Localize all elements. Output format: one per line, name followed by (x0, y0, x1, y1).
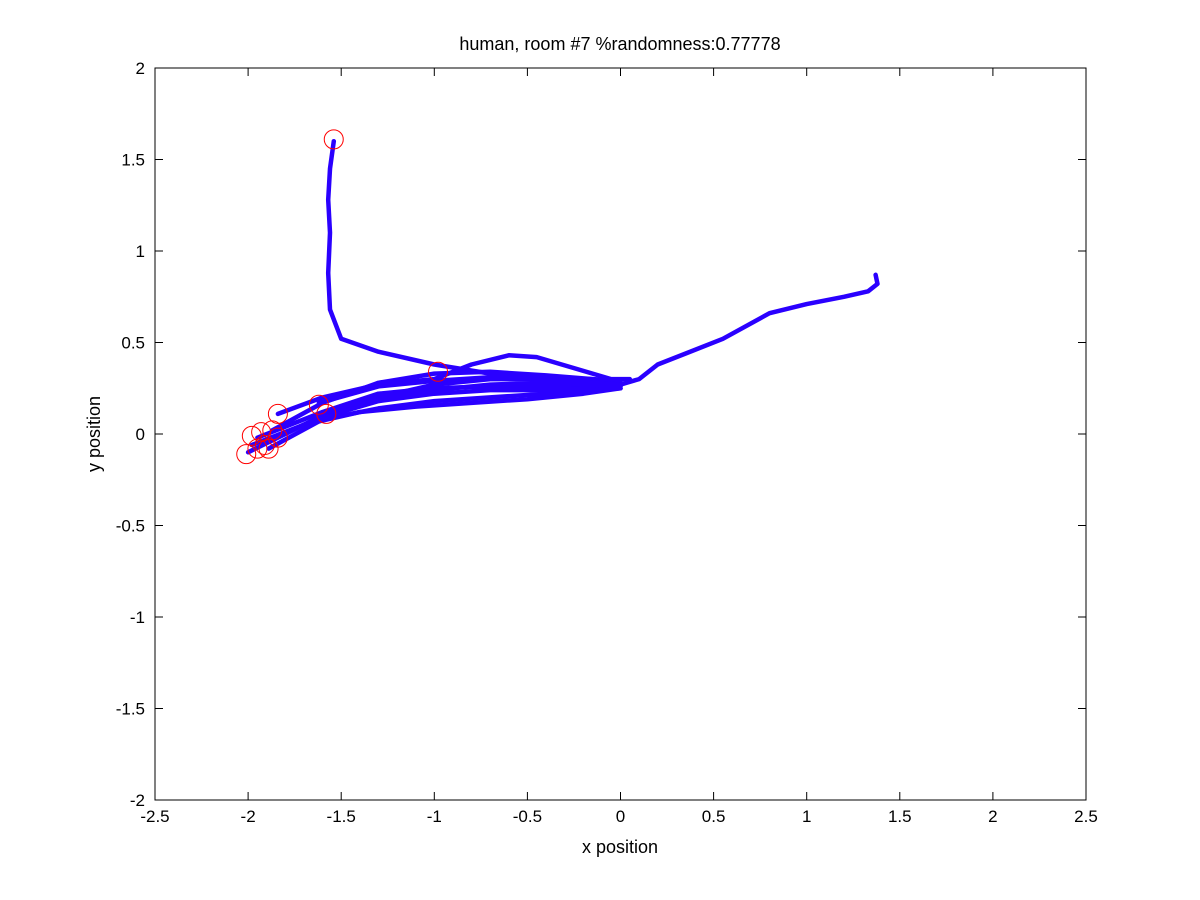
chart-title: human, room #7 %randomness:0.77778 (459, 34, 780, 54)
start-marker (267, 403, 288, 424)
x-tick-label: 1 (802, 807, 811, 826)
x-axis-label: x position (582, 837, 658, 857)
x-tick-label: 2.5 (1074, 807, 1098, 826)
start-marker (247, 438, 268, 459)
x-tick-label: -0.5 (513, 807, 542, 826)
y-tick-label: 1 (136, 242, 145, 261)
start-marker (236, 444, 257, 465)
start-marker (251, 422, 272, 443)
trajectory-series (245, 138, 880, 455)
start-marker (258, 438, 279, 459)
trajectory-line (618, 272, 880, 387)
y-tick-label: -1.5 (116, 700, 145, 719)
y-tick-label: 0 (136, 425, 145, 444)
axis-ticks: -2.5 -2 -1.5 -1 -0.5 0 0.5 1 1.5 2 2.5-2-1.5-1-0.5… (116, 59, 1098, 826)
plot-area (154, 67, 1087, 801)
trajectory-line (266, 386, 623, 451)
start-marker (428, 361, 449, 382)
x-tick-label: 1.5 (888, 807, 912, 826)
x-tick-label: 2 (988, 807, 997, 826)
x-tick-label: -2.5 (140, 807, 169, 826)
x-tick-label: 0 (616, 807, 625, 826)
x-tick-label: -1 (427, 807, 442, 826)
x-tick-label: 0.5 (702, 807, 726, 826)
y-tick-label: 1.5 (121, 151, 145, 170)
y-tick-label: -2 (130, 791, 145, 810)
x-tick-label: -2 (241, 807, 256, 826)
y-tick-label: -1 (130, 608, 145, 627)
y-tick-label: 0.5 (121, 334, 145, 353)
start-markers (236, 129, 449, 465)
trajectory-line (324, 380, 623, 415)
y-axis-label: y position (84, 396, 104, 472)
start-marker (323, 129, 344, 150)
x-tick-label: -1.5 (327, 807, 356, 826)
y-tick-label: 2 (136, 59, 145, 78)
start-marker (316, 403, 337, 424)
y-tick-label: -0.5 (116, 517, 145, 536)
